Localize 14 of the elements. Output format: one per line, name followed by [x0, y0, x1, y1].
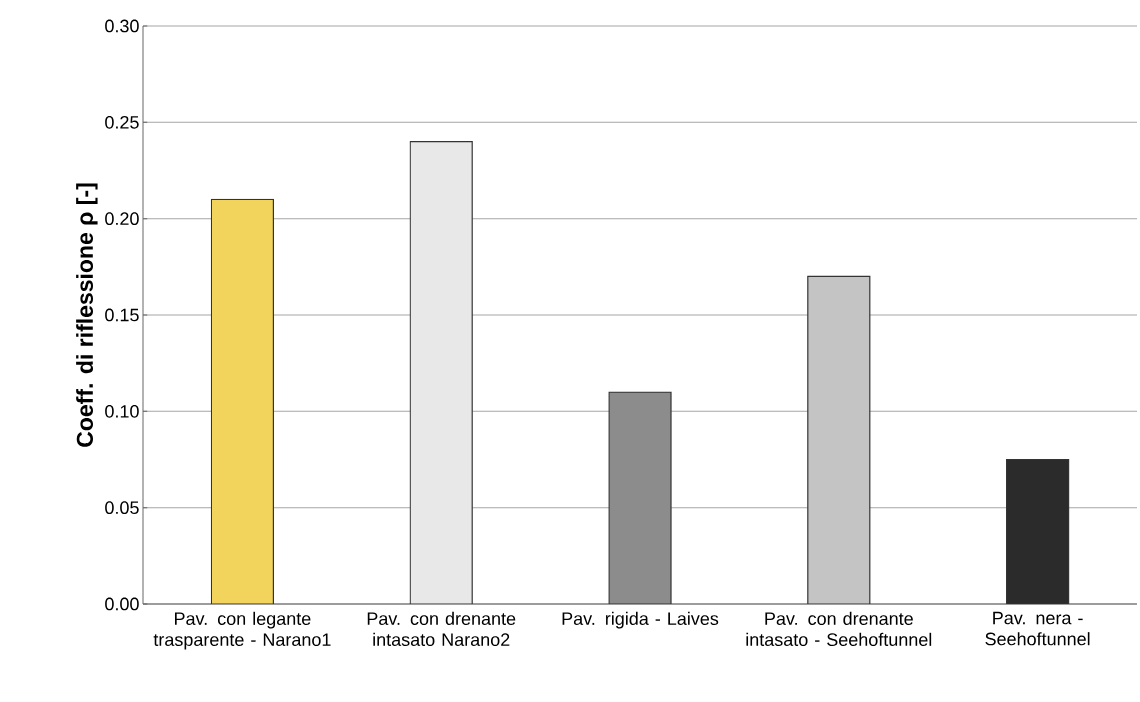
y-tick-label: 0.10	[105, 404, 139, 418]
y-tick-label: 0.25	[105, 115, 139, 129]
y-tick-label: 0.05	[105, 501, 139, 515]
x-tick-label: Pav. con drenante intasato Narano2	[367, 611, 516, 647]
y-tick-label: 0.20	[105, 212, 139, 226]
x-tick-label: Pav. rigida - Laives	[562, 611, 719, 629]
y-axis-title: Coeff. di riflessione ρ [-]	[76, 183, 98, 447]
x-tick-label: Pav. con legante trasparente - Narano1	[153, 611, 331, 650]
bar	[210, 198, 275, 604]
x-tick-label: Pav. nera - Seehoftunnel	[985, 611, 1090, 646]
y-tick-label: 0.15	[105, 308, 139, 322]
x-tick-label: Pav. con drenante intasato - Seehoftunnel	[746, 611, 932, 647]
y-tick-label: 0.00	[105, 597, 139, 611]
y-tick-label: 0.30	[105, 19, 139, 33]
